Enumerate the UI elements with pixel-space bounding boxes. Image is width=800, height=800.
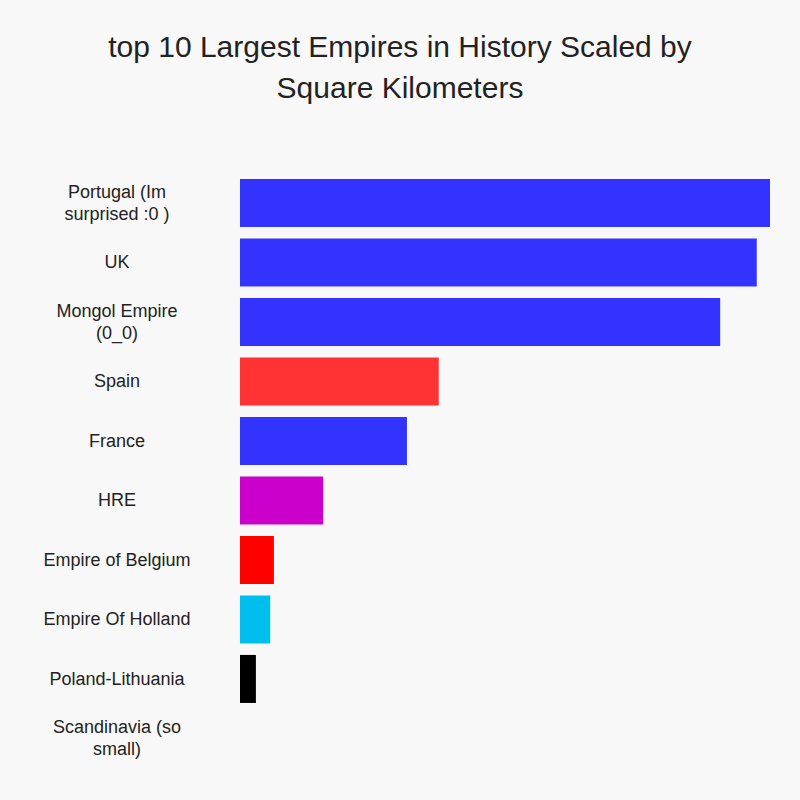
html-text:top 10 Largest Empires in Hist: top 10 Largest Empires in History Scaled…	[108, 30, 692, 104]
svg-text:Portugal (Imsurprised :0 ): Portugal (Imsurprised :0 )	[64, 182, 169, 224]
svg-text:HRE: HRE	[98, 490, 136, 510]
svg-text:Poland-Lithuania: Poland-Lithuania	[49, 669, 185, 689]
svg-text:Scandinavia (sosmall): Scandinavia (sosmall)	[53, 717, 181, 759]
svg-text:UK: UK	[104, 252, 129, 272]
svg-text:Mongol Empire(0_0): Mongol Empire(0_0)	[56, 301, 177, 344]
svg-text:Empire of Belgium: Empire of Belgium	[43, 550, 190, 570]
svg-text:Spain: Spain	[94, 371, 140, 391]
svg-text:Empire Of Holland: Empire Of Holland	[43, 609, 190, 629]
svg-text:France: France	[89, 431, 145, 451]
